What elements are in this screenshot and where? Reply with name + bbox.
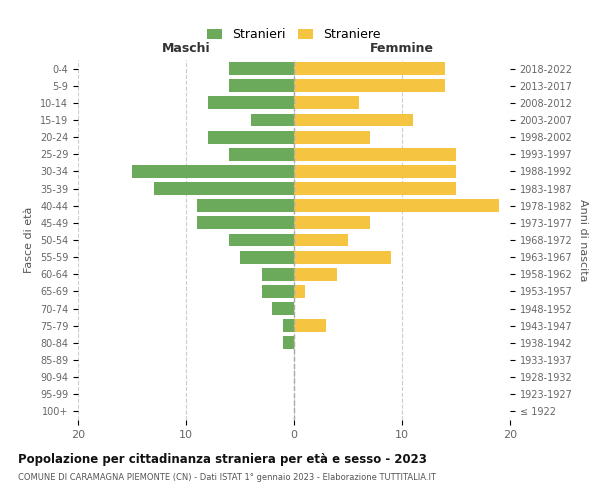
Text: Maschi: Maschi <box>161 42 211 55</box>
Bar <box>283 320 294 332</box>
Bar <box>197 200 294 212</box>
Bar <box>294 148 456 160</box>
Bar <box>208 130 294 143</box>
Bar <box>272 302 294 315</box>
Text: Popolazione per cittadinanza straniera per età e sesso - 2023: Popolazione per cittadinanza straniera p… <box>18 452 427 466</box>
Bar <box>294 80 445 92</box>
Bar <box>294 285 305 298</box>
Text: COMUNE DI CARAMAGNA PIEMONTE (CN) - Dati ISTAT 1° gennaio 2023 - Elaborazione TU: COMUNE DI CARAMAGNA PIEMONTE (CN) - Dati… <box>18 472 436 482</box>
Bar <box>294 200 499 212</box>
Bar <box>294 114 413 126</box>
Bar <box>294 250 391 264</box>
Bar <box>229 148 294 160</box>
Bar <box>251 114 294 126</box>
Bar <box>262 285 294 298</box>
Bar <box>294 268 337 280</box>
Bar <box>208 96 294 110</box>
Bar <box>240 250 294 264</box>
Bar <box>294 62 445 75</box>
Bar <box>294 130 370 143</box>
Y-axis label: Fasce di età: Fasce di età <box>25 207 34 273</box>
Y-axis label: Anni di nascita: Anni di nascita <box>578 198 588 281</box>
Bar <box>294 96 359 110</box>
Bar <box>294 165 456 178</box>
Bar <box>132 165 294 178</box>
Bar <box>262 268 294 280</box>
Bar <box>154 182 294 195</box>
Bar <box>283 336 294 349</box>
Bar <box>294 182 456 195</box>
Bar <box>229 62 294 75</box>
Legend: Stranieri, Straniere: Stranieri, Straniere <box>202 23 386 46</box>
Text: Femmine: Femmine <box>370 42 434 55</box>
Bar <box>229 80 294 92</box>
Bar <box>197 216 294 230</box>
Bar <box>294 216 370 230</box>
Bar <box>294 320 326 332</box>
Bar <box>229 234 294 246</box>
Bar <box>294 234 348 246</box>
